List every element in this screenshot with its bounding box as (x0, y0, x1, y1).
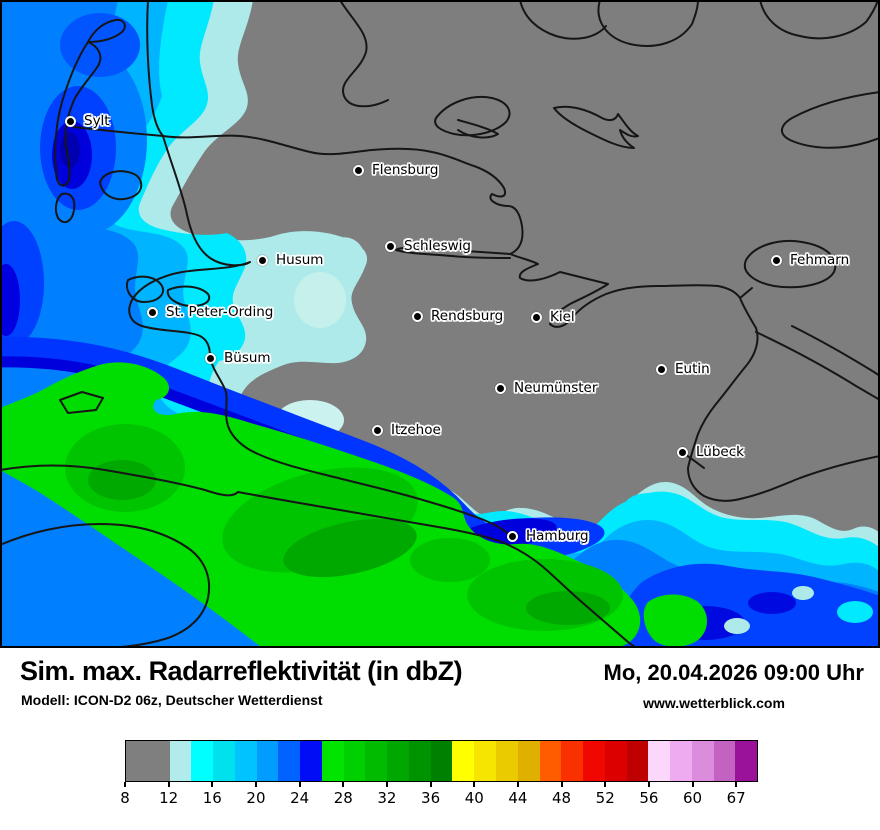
legend-tick-mark (647, 782, 650, 787)
legend-tick-label: 44 (508, 789, 528, 807)
legend-color-segment (474, 741, 496, 781)
legend-tick-mark (298, 782, 301, 787)
radar-map-canvas (0, 0, 880, 648)
legend-color-segment (626, 741, 649, 781)
legend-tick-mark (124, 782, 126, 787)
legend-color-segment (735, 741, 758, 781)
legend-color-segment (256, 741, 279, 781)
legend-tick-label: 24 (290, 789, 310, 807)
legend-color-segment (278, 741, 301, 781)
legend-tick-label: 32 (377, 789, 397, 807)
footer: Sim. max. Radarreflektivität (in dbZ) Mo… (0, 648, 880, 830)
legend-color-segment (343, 741, 366, 781)
legend-color-segment (604, 741, 627, 781)
legend-tick-label: 60 (682, 789, 703, 807)
color-legend: 8 12 16 20 24 28 32 36 40 44 48 52 56 60 67 (120, 740, 758, 810)
legend-tick-label: 20 (246, 789, 266, 807)
legend-color-segment (496, 741, 518, 781)
legend-color-segment (452, 741, 475, 781)
legend-color-segment (691, 741, 714, 781)
coastlines (0, 0, 880, 648)
legend-color-segment (191, 741, 214, 781)
legend-color-segment (213, 741, 235, 781)
legend-tick-label: 40 (464, 789, 484, 807)
legend-color-segment (648, 741, 671, 781)
legend-tick-label: 16 (202, 789, 222, 807)
legend-tick-mark (342, 782, 345, 787)
legend-tick-mark (429, 782, 432, 787)
legend-tick-mark (254, 782, 257, 787)
precipitation-layers (0, 0, 880, 648)
legend-color-segment (539, 741, 562, 781)
legend-color-segment (300, 741, 322, 781)
radar-map: Sylt Flensburg Schleswig Husum Fehmarn St. Pe… (0, 0, 880, 648)
legend-tick-label: 8 (120, 789, 130, 807)
legend-color-segment (408, 741, 431, 781)
legend-tick-label: 52 (595, 789, 615, 807)
legend-tick-mark (604, 782, 607, 787)
legend-color-segment (561, 741, 584, 781)
legend-tick-mark (735, 782, 738, 787)
legend-tick-mark (167, 782, 170, 787)
legend-color-segment (387, 741, 409, 781)
legend-color-segment (365, 741, 388, 781)
legend-color-segment (234, 741, 257, 781)
legend-tick-label: 56 (639, 789, 659, 807)
legend-tick-label: 28 (333, 789, 353, 807)
website-link: www.wetterblick.com (643, 695, 785, 711)
legend-color-segment (713, 741, 736, 781)
legend-tick-label: 67 (726, 789, 746, 807)
legend-tick-mark (516, 782, 519, 787)
color-scale-bar (125, 740, 758, 782)
valid-datetime: Mo, 20.04.2026 09:00 Uhr (603, 660, 864, 685)
legend-color-segment (583, 741, 605, 781)
legend-tick-label: 12 (159, 789, 179, 807)
legend-color-segment (126, 741, 170, 781)
legend-color-segment (169, 741, 192, 781)
map-frame (0, 0, 880, 648)
legend-color-segment (517, 741, 540, 781)
legend-tick-mark (691, 782, 694, 787)
legend-color-segment (321, 741, 344, 781)
legend-color-segment (670, 741, 692, 781)
legend-tick-label: 48 (552, 789, 572, 807)
legend-color-segment (430, 741, 453, 781)
page-title: Sim. max. Radarreflektivität (in dbZ) (20, 656, 463, 686)
legend-tick-mark (385, 782, 388, 787)
legend-tick-mark (211, 782, 214, 787)
legend-tick-mark (473, 782, 476, 787)
legend-tick-mark (560, 782, 563, 787)
model-info: Modell: ICON-D2 06z, Deutscher Wetterdie… (21, 692, 323, 708)
legend-tick-label: 36 (421, 789, 441, 807)
